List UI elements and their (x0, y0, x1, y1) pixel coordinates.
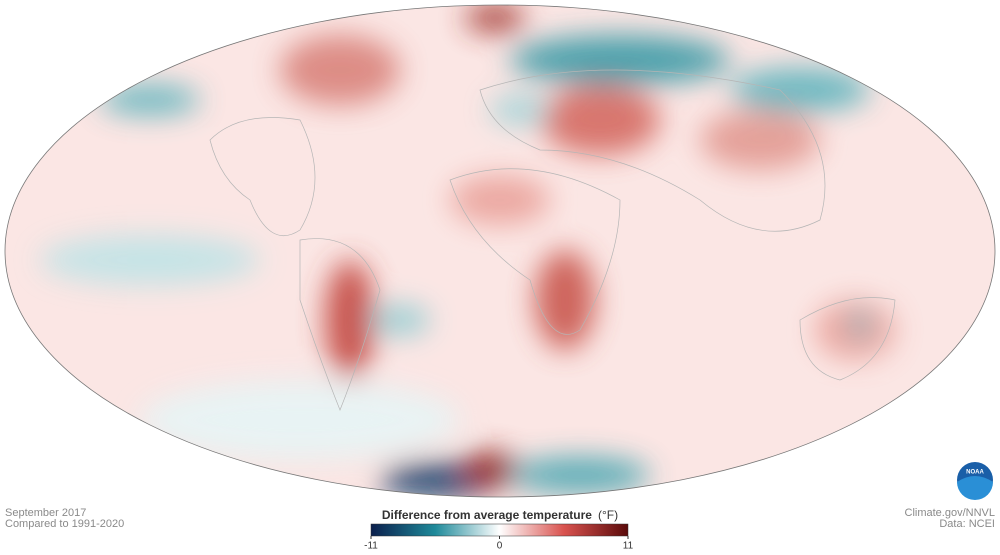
anomaly-map (5, 5, 995, 497)
noaa-logo: NOAA (957, 462, 993, 500)
colorbar-tick-label: -11 (364, 541, 378, 552)
credit-source: Climate.gov/NNVL (905, 507, 995, 519)
legend-title: Difference from average temperature (382, 508, 592, 522)
colorbar-tick-label: 11 (623, 541, 634, 552)
coastlines (209, 69, 896, 411)
colorbar (370, 523, 629, 537)
credit-data: Data: NCEI (939, 518, 995, 530)
colorbar-tick-label: 0 (497, 541, 503, 552)
legend-unit: (°F) (598, 508, 618, 522)
caption-date: September 2017 (5, 507, 86, 519)
caption-baseline: Compared to 1991-2020 (5, 518, 124, 530)
logo-text: NOAA (966, 470, 984, 476)
globe-outline (4, 4, 996, 498)
